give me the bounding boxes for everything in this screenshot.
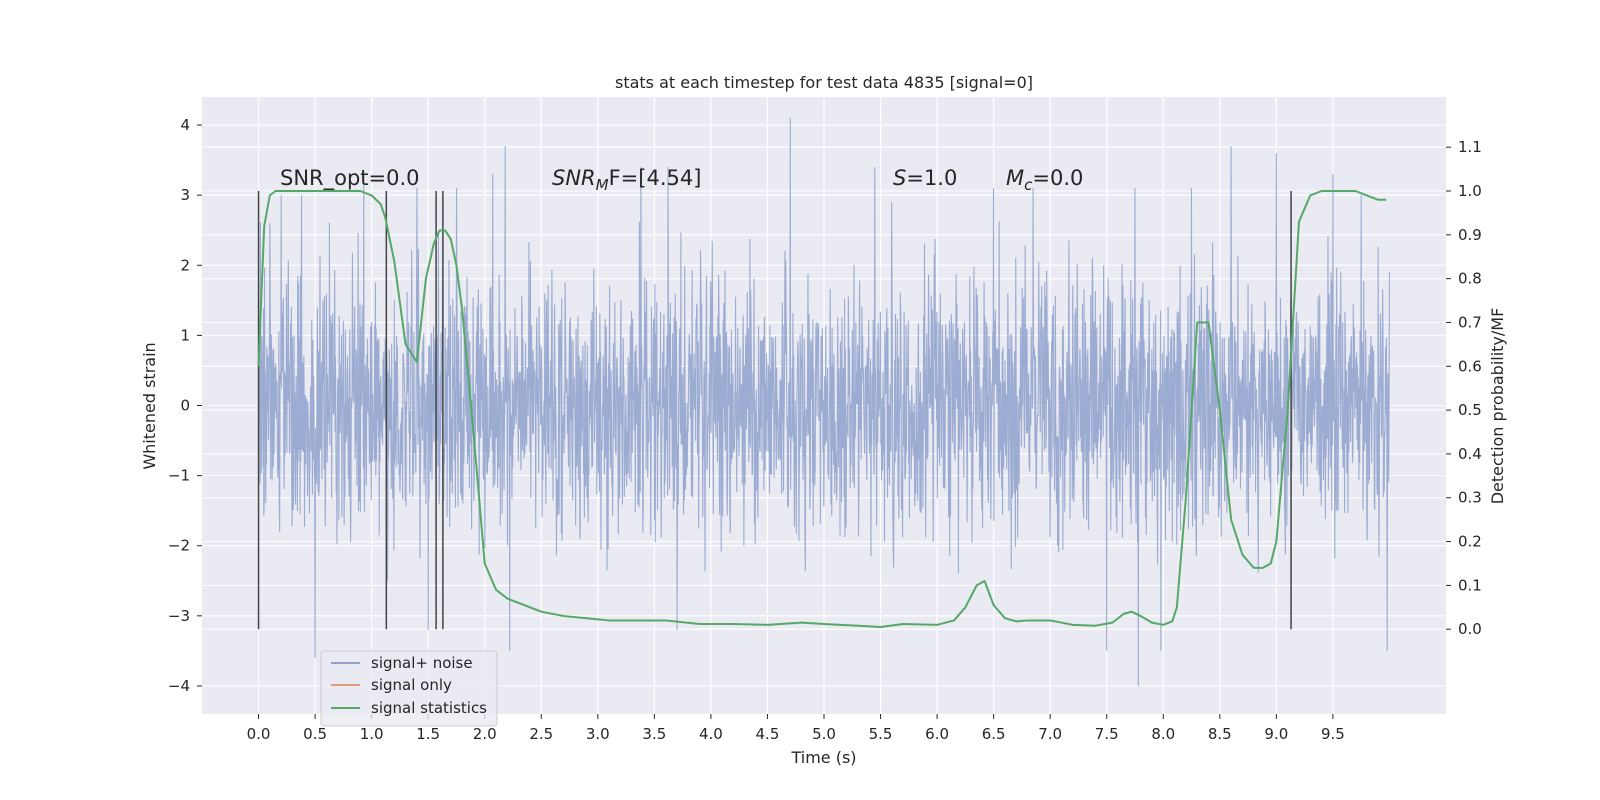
chart-title: stats at each timestep for test data 483… xyxy=(615,73,1033,92)
annotation-snr-opt: SNR_opt=0.0 xyxy=(280,166,420,191)
annotation-mc: Mc=0.0 xyxy=(1006,166,1083,194)
x-tick-label: 1.0 xyxy=(360,725,384,743)
annotation-snr-mf-rest: F=[4.54] xyxy=(609,166,702,190)
series-signal-statistics-line xyxy=(257,190,1387,629)
x-tick-label: 6.0 xyxy=(925,725,949,743)
y-tick-label: 1 xyxy=(180,326,190,344)
x-tick-label: 4.0 xyxy=(699,725,723,743)
y-tick-label: 3 xyxy=(180,186,190,204)
annotation-s-base: S xyxy=(893,166,906,190)
x-tick-label: 6.5 xyxy=(982,725,1006,743)
y-tick-label: 2 xyxy=(180,256,190,274)
x-tick-label: 7.5 xyxy=(1095,725,1119,743)
y2-tick-label: 1.0 xyxy=(1458,182,1482,200)
legend-label-signal-statistics: signal statistics xyxy=(371,699,487,717)
x-tick-label: 0.5 xyxy=(303,725,327,743)
annotation-mc-rest: =0.0 xyxy=(1032,166,1083,190)
x-axis-label: Time (s) xyxy=(790,748,856,767)
annotation-mc-base: M xyxy=(1006,166,1024,190)
y-tick-label: 0 xyxy=(180,397,190,415)
annotation-s-rest: =1.0 xyxy=(906,166,957,190)
y2-tick-label: 0.0 xyxy=(1458,620,1482,638)
y-tick-label: −3 xyxy=(168,607,190,625)
x-tick-label: 5.5 xyxy=(869,725,893,743)
y2-tick-label: 0.6 xyxy=(1458,357,1482,375)
x-tick-label: 8.5 xyxy=(1208,725,1232,743)
x-tick-label: 2.5 xyxy=(529,725,553,743)
y-tick-label: 4 xyxy=(180,116,190,134)
legend-label-signal-noise: signal+ noise xyxy=(371,654,473,672)
plot-layer xyxy=(257,118,1390,686)
y-tick-label: −1 xyxy=(168,467,190,485)
y2-tick-label: 1.1 xyxy=(1458,138,1482,156)
y2-tick-label: 0.4 xyxy=(1458,445,1482,463)
y2-tick-label: 0.5 xyxy=(1458,401,1482,419)
tick-layer: 0.0 0.5 1.0 1.5 2.0 2.5 3.0 3.5 4.0 4.5 5.0 5.5 6.0 6… xyxy=(168,116,1482,743)
x-tick-label: 3.5 xyxy=(642,725,666,743)
y2-tick-label: 0.7 xyxy=(1458,313,1482,331)
y2-tick-label: 0.8 xyxy=(1458,270,1482,288)
annotation-snr-mf-sub: M xyxy=(596,176,609,194)
y2-tick-label: 0.2 xyxy=(1458,533,1482,551)
annotation-s: S=1.0 xyxy=(893,166,957,190)
y-axis-label: Whitened strain xyxy=(140,342,159,469)
x-tick-label: 9.0 xyxy=(1264,725,1288,743)
x-tick-label: 7.0 xyxy=(1038,725,1062,743)
x-tick-label: 5.0 xyxy=(812,725,836,743)
legend-label-signal-only: signal only xyxy=(371,676,452,694)
annotation-mc-sub: c xyxy=(1024,176,1033,194)
x-tick-label: 8.0 xyxy=(1151,725,1175,743)
x-tick-label: 3.0 xyxy=(586,725,610,743)
x-tick-label: 4.5 xyxy=(756,725,780,743)
x-tick-label: 9.5 xyxy=(1321,725,1345,743)
y2-tick-label: 0.1 xyxy=(1458,576,1482,594)
annotation-snr-mf: SNRMF=[4.54] xyxy=(552,166,701,194)
y-tick-label: −4 xyxy=(168,677,190,695)
y2-axis-label: Detection probability/MF xyxy=(1488,308,1507,505)
y-tick-label: −2 xyxy=(168,537,190,555)
y2-tick-label: 0.9 xyxy=(1458,226,1482,244)
legend-box xyxy=(320,650,498,727)
x-tick-label: 1.5 xyxy=(416,725,440,743)
legend: signal+ noise signal only signal statist… xyxy=(320,650,498,727)
y2-tick-label: 0.3 xyxy=(1458,489,1482,507)
x-tick-label: 2.0 xyxy=(473,725,497,743)
series-signal-noise-line xyxy=(258,118,1390,686)
annotation-snr-mf-base: SNR xyxy=(552,166,596,190)
x-tick-label: 0.0 xyxy=(247,725,271,743)
